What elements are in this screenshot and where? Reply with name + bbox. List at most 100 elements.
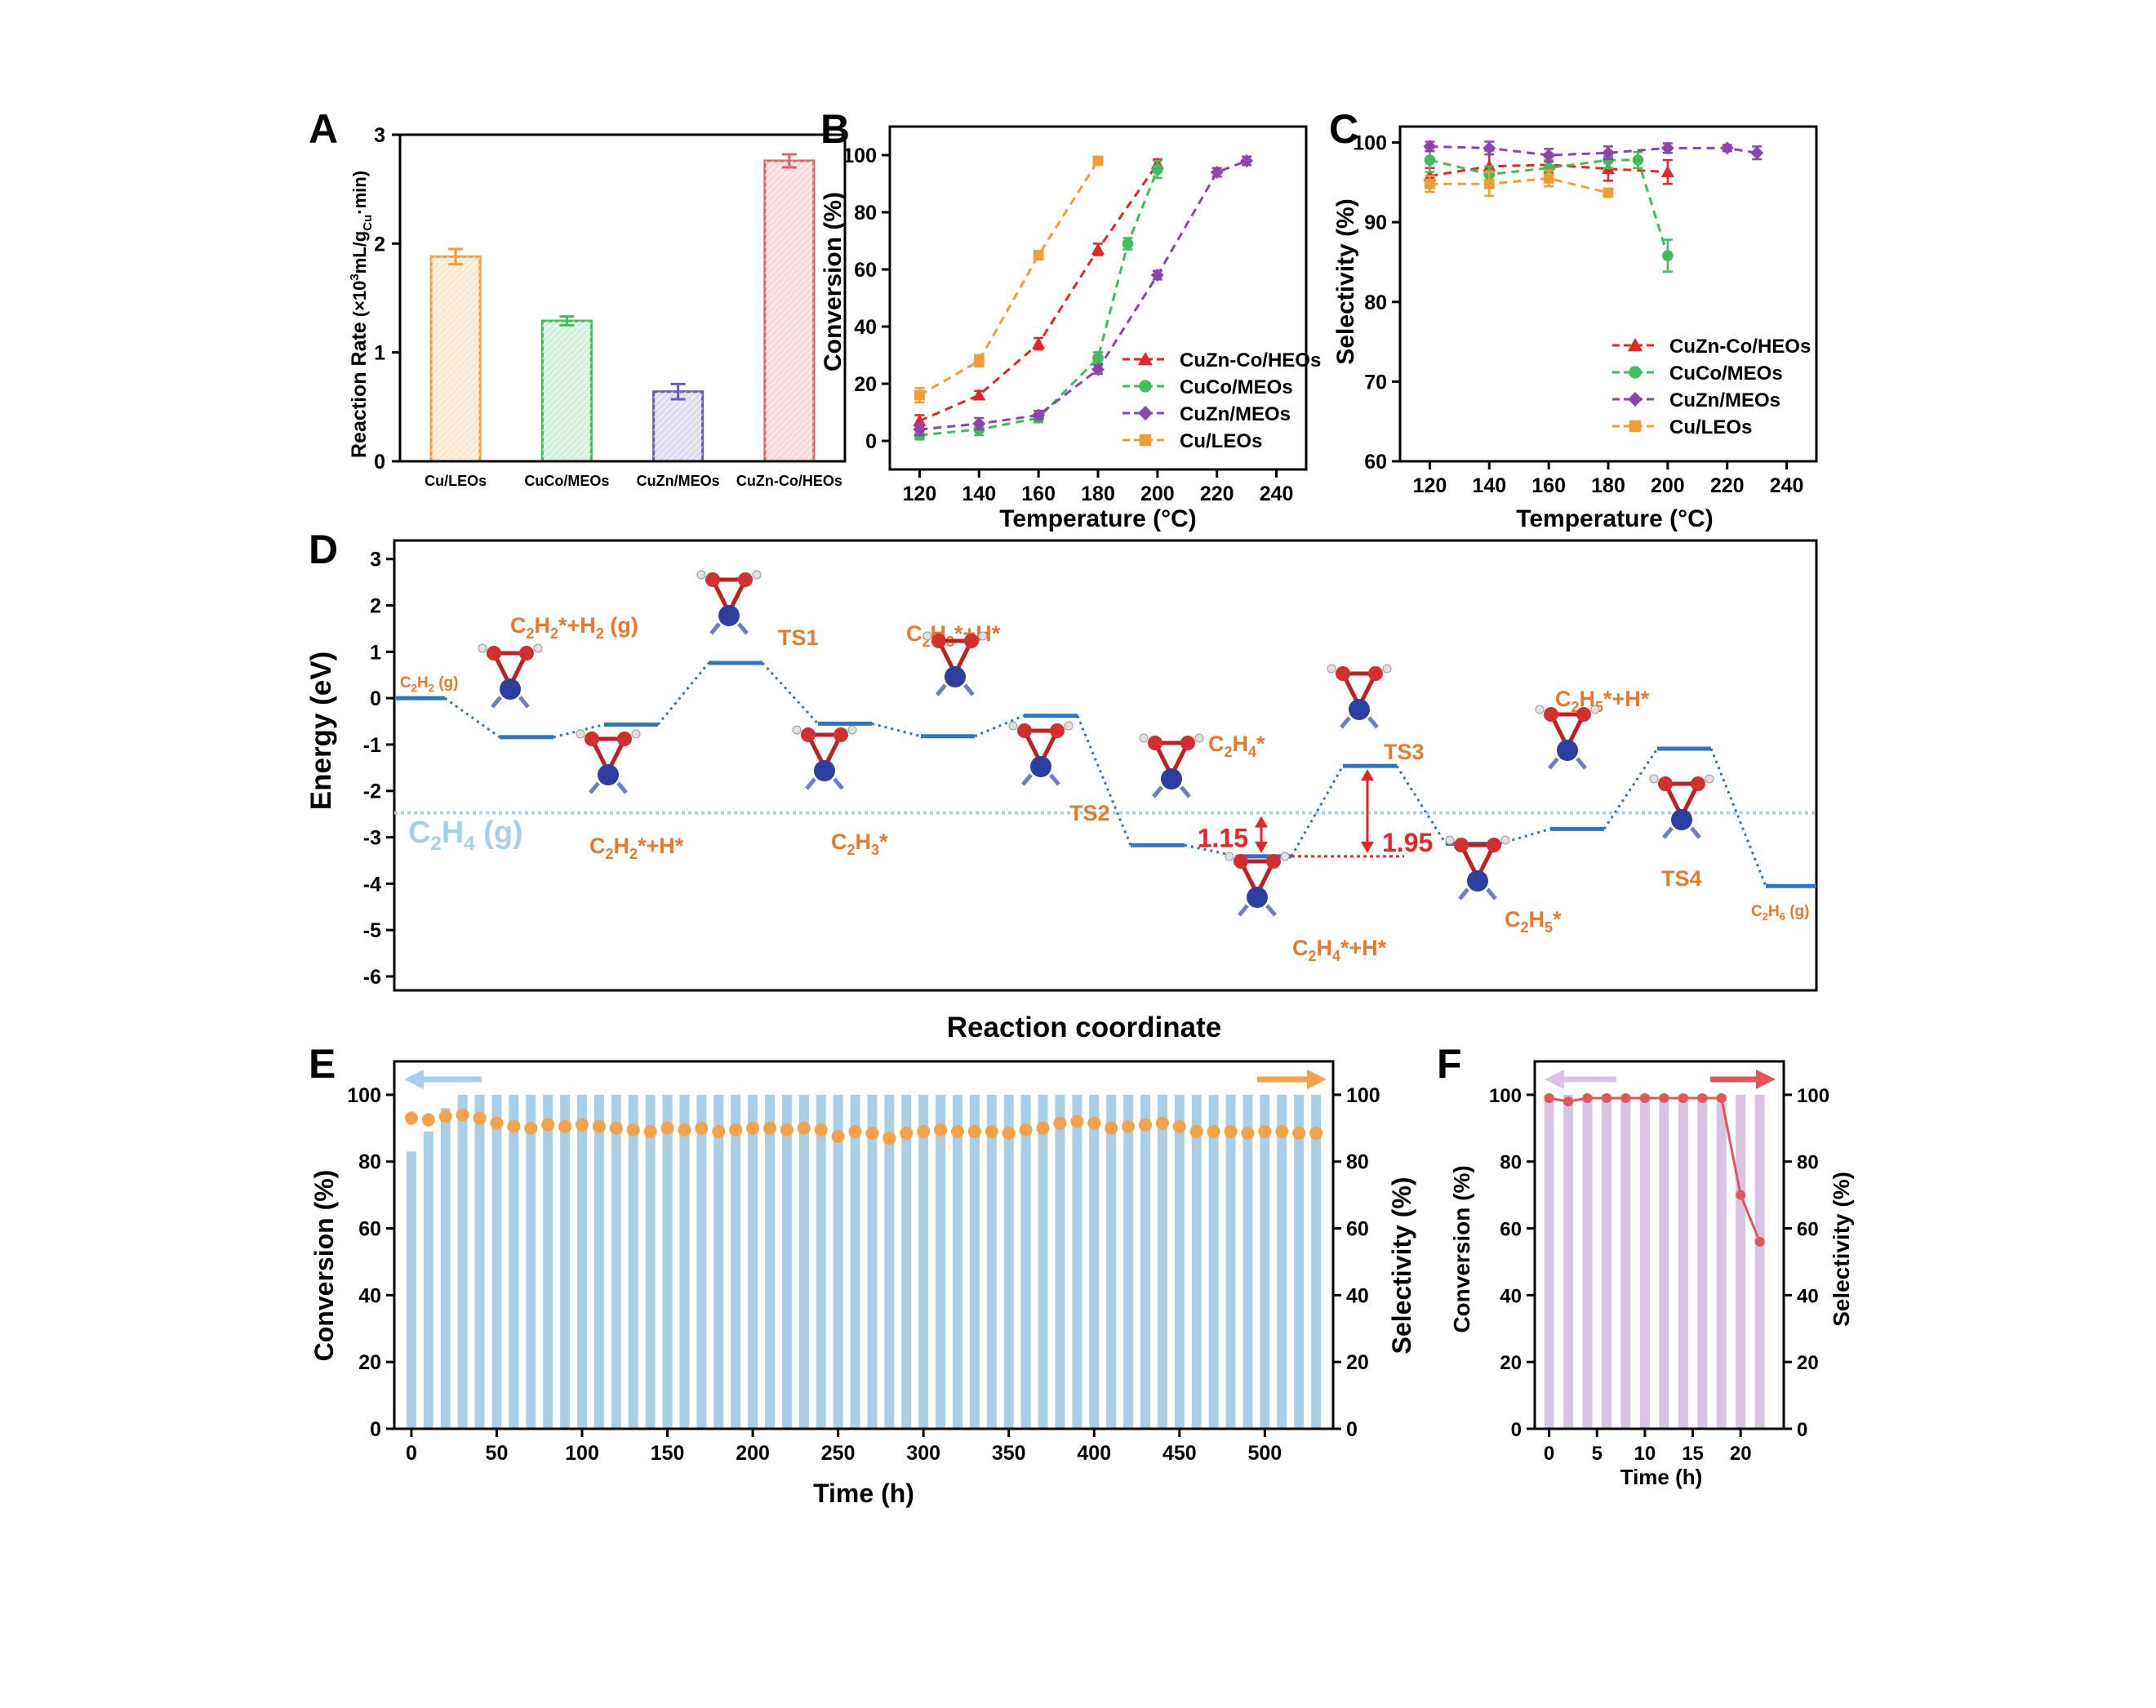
selectivity-point <box>541 1118 555 1132</box>
selectivity-point <box>1139 1118 1152 1132</box>
label-c2h5: C2H5* <box>1505 907 1562 936</box>
series-line <box>918 160 1100 397</box>
conversion-bar <box>491 1094 502 1429</box>
connector <box>553 723 605 739</box>
y-tick-label-right: 40 <box>1346 1284 1369 1307</box>
legend-marker <box>1139 434 1152 447</box>
y-tick-label: -6 <box>363 966 381 989</box>
x-tick-label: 120 <box>903 483 937 505</box>
selectivity-point <box>490 1116 504 1130</box>
connector <box>761 661 820 725</box>
conversion-bar <box>1639 1094 1650 1429</box>
x-tick-label: 5 <box>1592 1443 1603 1465</box>
selectivity-point <box>1275 1124 1289 1138</box>
y-tick-label-right: 40 <box>1797 1285 1819 1307</box>
bar-hatch <box>653 391 703 461</box>
selectivity-point <box>643 1124 657 1138</box>
bar-cuzn-co-heos <box>763 153 816 463</box>
carbon-atom <box>585 732 599 746</box>
plot-frame <box>393 539 1818 992</box>
y-tick-label: -1 <box>363 734 381 757</box>
carbon-atom <box>1336 666 1350 681</box>
selectivity-point <box>1087 1116 1101 1130</box>
y-tick-label: -4 <box>363 873 381 896</box>
conversion-bar <box>611 1094 621 1429</box>
bar-hatch <box>542 321 592 461</box>
selectivity-point <box>1241 1126 1255 1140</box>
hydrogen-atom <box>847 725 857 735</box>
hydrogen-atom <box>1327 664 1336 674</box>
conversion-bar <box>748 1094 758 1429</box>
x-tick-label: 200 <box>1140 483 1175 505</box>
conversion-bar <box>1191 1094 1202 1429</box>
conversion-bar <box>645 1094 656 1429</box>
conversion-bar <box>781 1094 792 1429</box>
metal-atom <box>1671 809 1692 830</box>
data-point <box>1662 250 1674 261</box>
selectivity-series <box>404 1108 1323 1145</box>
label-c2h3: C2H3* <box>831 830 888 858</box>
selectivity-point <box>1601 1093 1611 1103</box>
label-c2h2-h2: C2H2*+H2 (g) <box>510 613 638 642</box>
data-point <box>1032 337 1046 349</box>
label-ts3: TS3 <box>1384 740 1425 764</box>
data-point <box>1603 187 1614 198</box>
metal-atom <box>598 764 619 785</box>
panel-e-chart: 0 50 100 150 200 250 300 350 400 450 500 0 0 20 20 40 40… <box>309 1060 1416 1508</box>
selectivity-point <box>1019 1123 1033 1136</box>
conversion-bar <box>1003 1094 1014 1429</box>
legend-marker <box>1628 392 1643 407</box>
conversion-bar <box>765 1094 775 1429</box>
label-c2h4: C2H4* <box>1208 732 1265 760</box>
data-point <box>1150 269 1164 282</box>
data-point <box>1660 141 1674 155</box>
selectivity-point <box>967 1124 981 1138</box>
series-line <box>918 162 1159 422</box>
selectivity-point <box>592 1119 606 1133</box>
series-line <box>1429 145 1758 157</box>
conversion-bar <box>543 1094 553 1429</box>
arrow-head <box>1361 769 1374 781</box>
label-ts1: TS1 <box>778 625 819 650</box>
panel-f-xlabel: Time (h) <box>1620 1465 1703 1489</box>
panel-c-ylabel: Selectivity (%) <box>1332 198 1359 364</box>
conversion-bar <box>1242 1094 1253 1429</box>
panel-letter-a: A <box>309 106 338 152</box>
conversion-bar <box>1089 1094 1100 1429</box>
conversion-bar <box>440 1108 451 1429</box>
selectivity-point <box>507 1119 521 1133</box>
conversion-bar <box>1225 1094 1236 1429</box>
conversion-bar <box>1620 1094 1631 1429</box>
x-tick-label: Cu/LEOs <box>425 473 487 489</box>
selectivity-point <box>1172 1119 1186 1133</box>
reference-level-label: C2H4 (g) <box>408 816 523 855</box>
carbon-atom <box>964 634 979 648</box>
connector <box>444 696 500 739</box>
hydrogen-atom <box>1445 835 1455 845</box>
selectivity-point <box>1292 1126 1306 1140</box>
conversion-bar <box>457 1094 468 1429</box>
x-tick-label: 140 <box>962 483 996 505</box>
conversion-bar <box>798 1094 809 1429</box>
bar-cu-leos <box>429 247 482 463</box>
data-point <box>1483 141 1496 155</box>
selectivity-point <box>1105 1121 1118 1135</box>
y-tick-label: 60 <box>1364 451 1387 474</box>
selectivity-point <box>882 1132 896 1145</box>
selectivity-point <box>1544 1093 1554 1103</box>
y-tick-label: 80 <box>1364 291 1387 314</box>
conversion-bar <box>1038 1094 1048 1429</box>
conversion-bar <box>1208 1094 1219 1429</box>
surface-bond <box>1548 757 1587 770</box>
x-tick-label: 180 <box>1081 483 1115 505</box>
x-tick-label: 400 <box>1077 1442 1111 1465</box>
carbon-atom <box>1050 723 1065 738</box>
panel-e-ylabel-right: Selectivity (%) <box>1387 1177 1416 1354</box>
panel-d-chart: 3 2 1 0 -1 -2 -3 -4 -5 -6 1.15 1.95 Reaction coordi… <box>305 539 1818 1043</box>
legend-item: CuZn-Co/HEOs <box>1612 336 1811 358</box>
x-tick-label: 450 <box>1162 1442 1197 1465</box>
connector <box>871 722 922 738</box>
right-axis-arrow <box>1257 1070 1327 1089</box>
selectivity-point <box>917 1124 931 1138</box>
panel-b-xlabel: Temperature (°C) <box>999 505 1196 532</box>
